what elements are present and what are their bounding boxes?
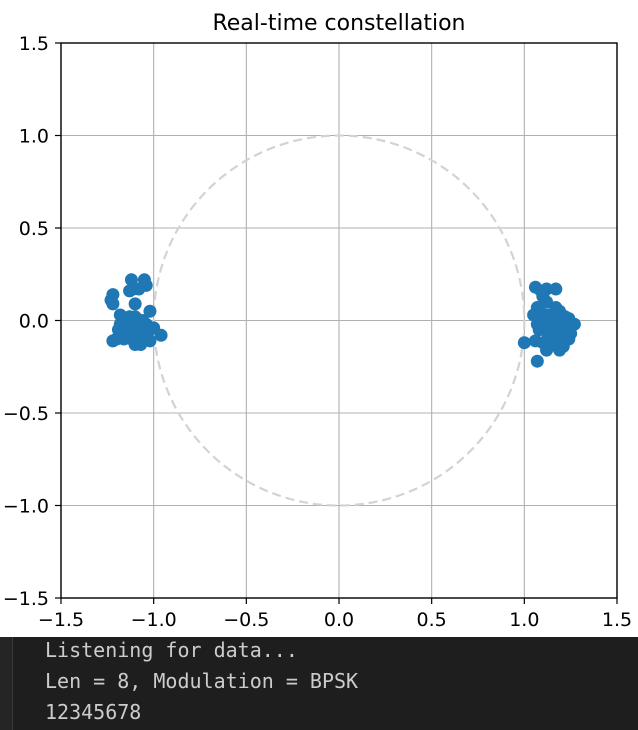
data-point	[517, 336, 531, 350]
x-tick-label: 1.5	[602, 609, 632, 631]
data-point	[123, 284, 137, 298]
reference-circle-layer	[152, 134, 526, 507]
terminal-line-1: Listening for data...	[45, 638, 298, 662]
data-point	[154, 328, 168, 342]
x-tick-label: 1.0	[509, 609, 539, 631]
x-tick-label: −1.5	[38, 609, 84, 631]
chart-svg: Real-time constellation −1.5 −1.0 −0.5 0.0 0…	[3, 11, 632, 631]
unit-circle	[152, 134, 526, 507]
ticks-layer: −1.5 −1.0 −0.5 0.0 0.5 1.0 1.5 1.5 1.0 0.5 0.0 −0.5…	[3, 33, 632, 631]
y-tick-label: −1.0	[3, 496, 49, 518]
data-point	[106, 334, 120, 348]
y-tick-label: 0.0	[19, 311, 49, 333]
x-tick-label: −0.5	[223, 609, 269, 631]
terminal-panel[interactable]: Listening for data... Len = 8, Modulatio…	[0, 637, 638, 730]
constellation-chart: Real-time constellation −1.5 −1.0 −0.5 0.0 0…	[3, 11, 632, 631]
terminal-line-2: Len = 8, Modulation = BPSK	[45, 669, 359, 693]
chart-title: Real-time constellation	[212, 11, 465, 36]
data-point	[128, 297, 142, 311]
terminal-line-3: 12345678	[45, 700, 142, 724]
y-tick-label: −0.5	[3, 403, 49, 425]
x-tick-label: −1.0	[131, 609, 177, 631]
data-points-layer	[104, 273, 581, 368]
x-tick-label: 0.0	[324, 609, 354, 631]
y-tick-label: 1.0	[19, 126, 49, 148]
data-point	[134, 338, 148, 352]
data-point	[549, 282, 563, 296]
data-point	[553, 343, 567, 357]
y-tick-label: 0.5	[19, 218, 49, 240]
data-point	[530, 354, 544, 368]
y-tick-label: −1.5	[3, 588, 49, 610]
x-tick-label: 0.5	[417, 609, 447, 631]
y-tick-label: 1.5	[19, 33, 49, 55]
data-point	[540, 343, 554, 357]
data-point	[106, 297, 120, 311]
data-point	[143, 304, 157, 318]
terminal-gutter	[12, 637, 13, 730]
